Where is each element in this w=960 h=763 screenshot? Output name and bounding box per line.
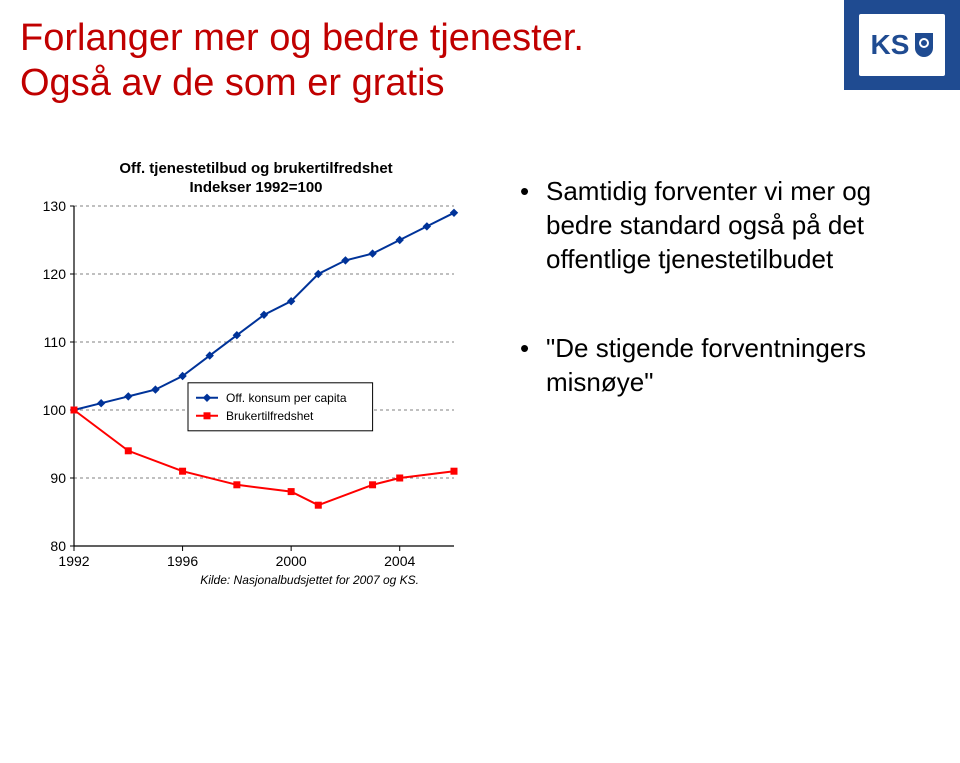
svg-text:120: 120	[43, 266, 67, 282]
svg-text:2004: 2004	[384, 553, 415, 569]
logo: KS	[859, 14, 945, 76]
svg-text:1992: 1992	[58, 553, 89, 569]
bullet-1: Samtidig forventer vi mer og bedre stand…	[520, 175, 920, 276]
svg-text:100: 100	[43, 402, 67, 418]
title-line-1: Forlanger mer og bedre tjenester.	[20, 16, 780, 61]
chart: Off. tjenestetilbud og brukertilfredshet…	[20, 160, 492, 600]
chart-title-line1: Off. tjenestetilbud og brukertilfredshet	[119, 160, 392, 177]
logo-text: KS	[871, 29, 910, 61]
svg-text:Kilde: Nasjonalbudsjettet for: Kilde: Nasjonalbudsjettet for 2007 og KS…	[200, 573, 419, 587]
svg-text:110: 110	[44, 334, 67, 350]
svg-text:2000: 2000	[276, 553, 307, 569]
title-line-2: Også av de som er gratis	[20, 61, 780, 106]
title-block: Forlanger mer og bedre tjenester. Også a…	[20, 16, 780, 106]
svg-text:Brukertilfredshet: Brukertilfredshet	[226, 408, 314, 422]
svg-text:1996: 1996	[167, 553, 198, 569]
bullet-2: "De stigende forventningers misnøye"	[520, 332, 920, 400]
svg-text:80: 80	[50, 538, 66, 554]
svg-text:90: 90	[50, 470, 66, 486]
logo-band: KS	[844, 0, 960, 90]
chart-title: Off. tjenestetilbud og brukertilfredshet…	[20, 160, 492, 198]
chart-title-line2: Indekser 1992=100	[189, 179, 322, 196]
bullets: Samtidig forventer vi mer og bedre stand…	[520, 175, 920, 428]
shield-icon	[915, 33, 933, 57]
chart-svg: 80 90 100 110 120 130 1992 1996 2000 2004 Off. kon…	[20, 198, 464, 598]
svg-text:Off. konsum per capita: Off. konsum per capita	[226, 390, 347, 404]
page: Forlanger mer og bedre tjenester. Også a…	[0, 0, 960, 763]
svg-text:130: 130	[43, 198, 67, 214]
